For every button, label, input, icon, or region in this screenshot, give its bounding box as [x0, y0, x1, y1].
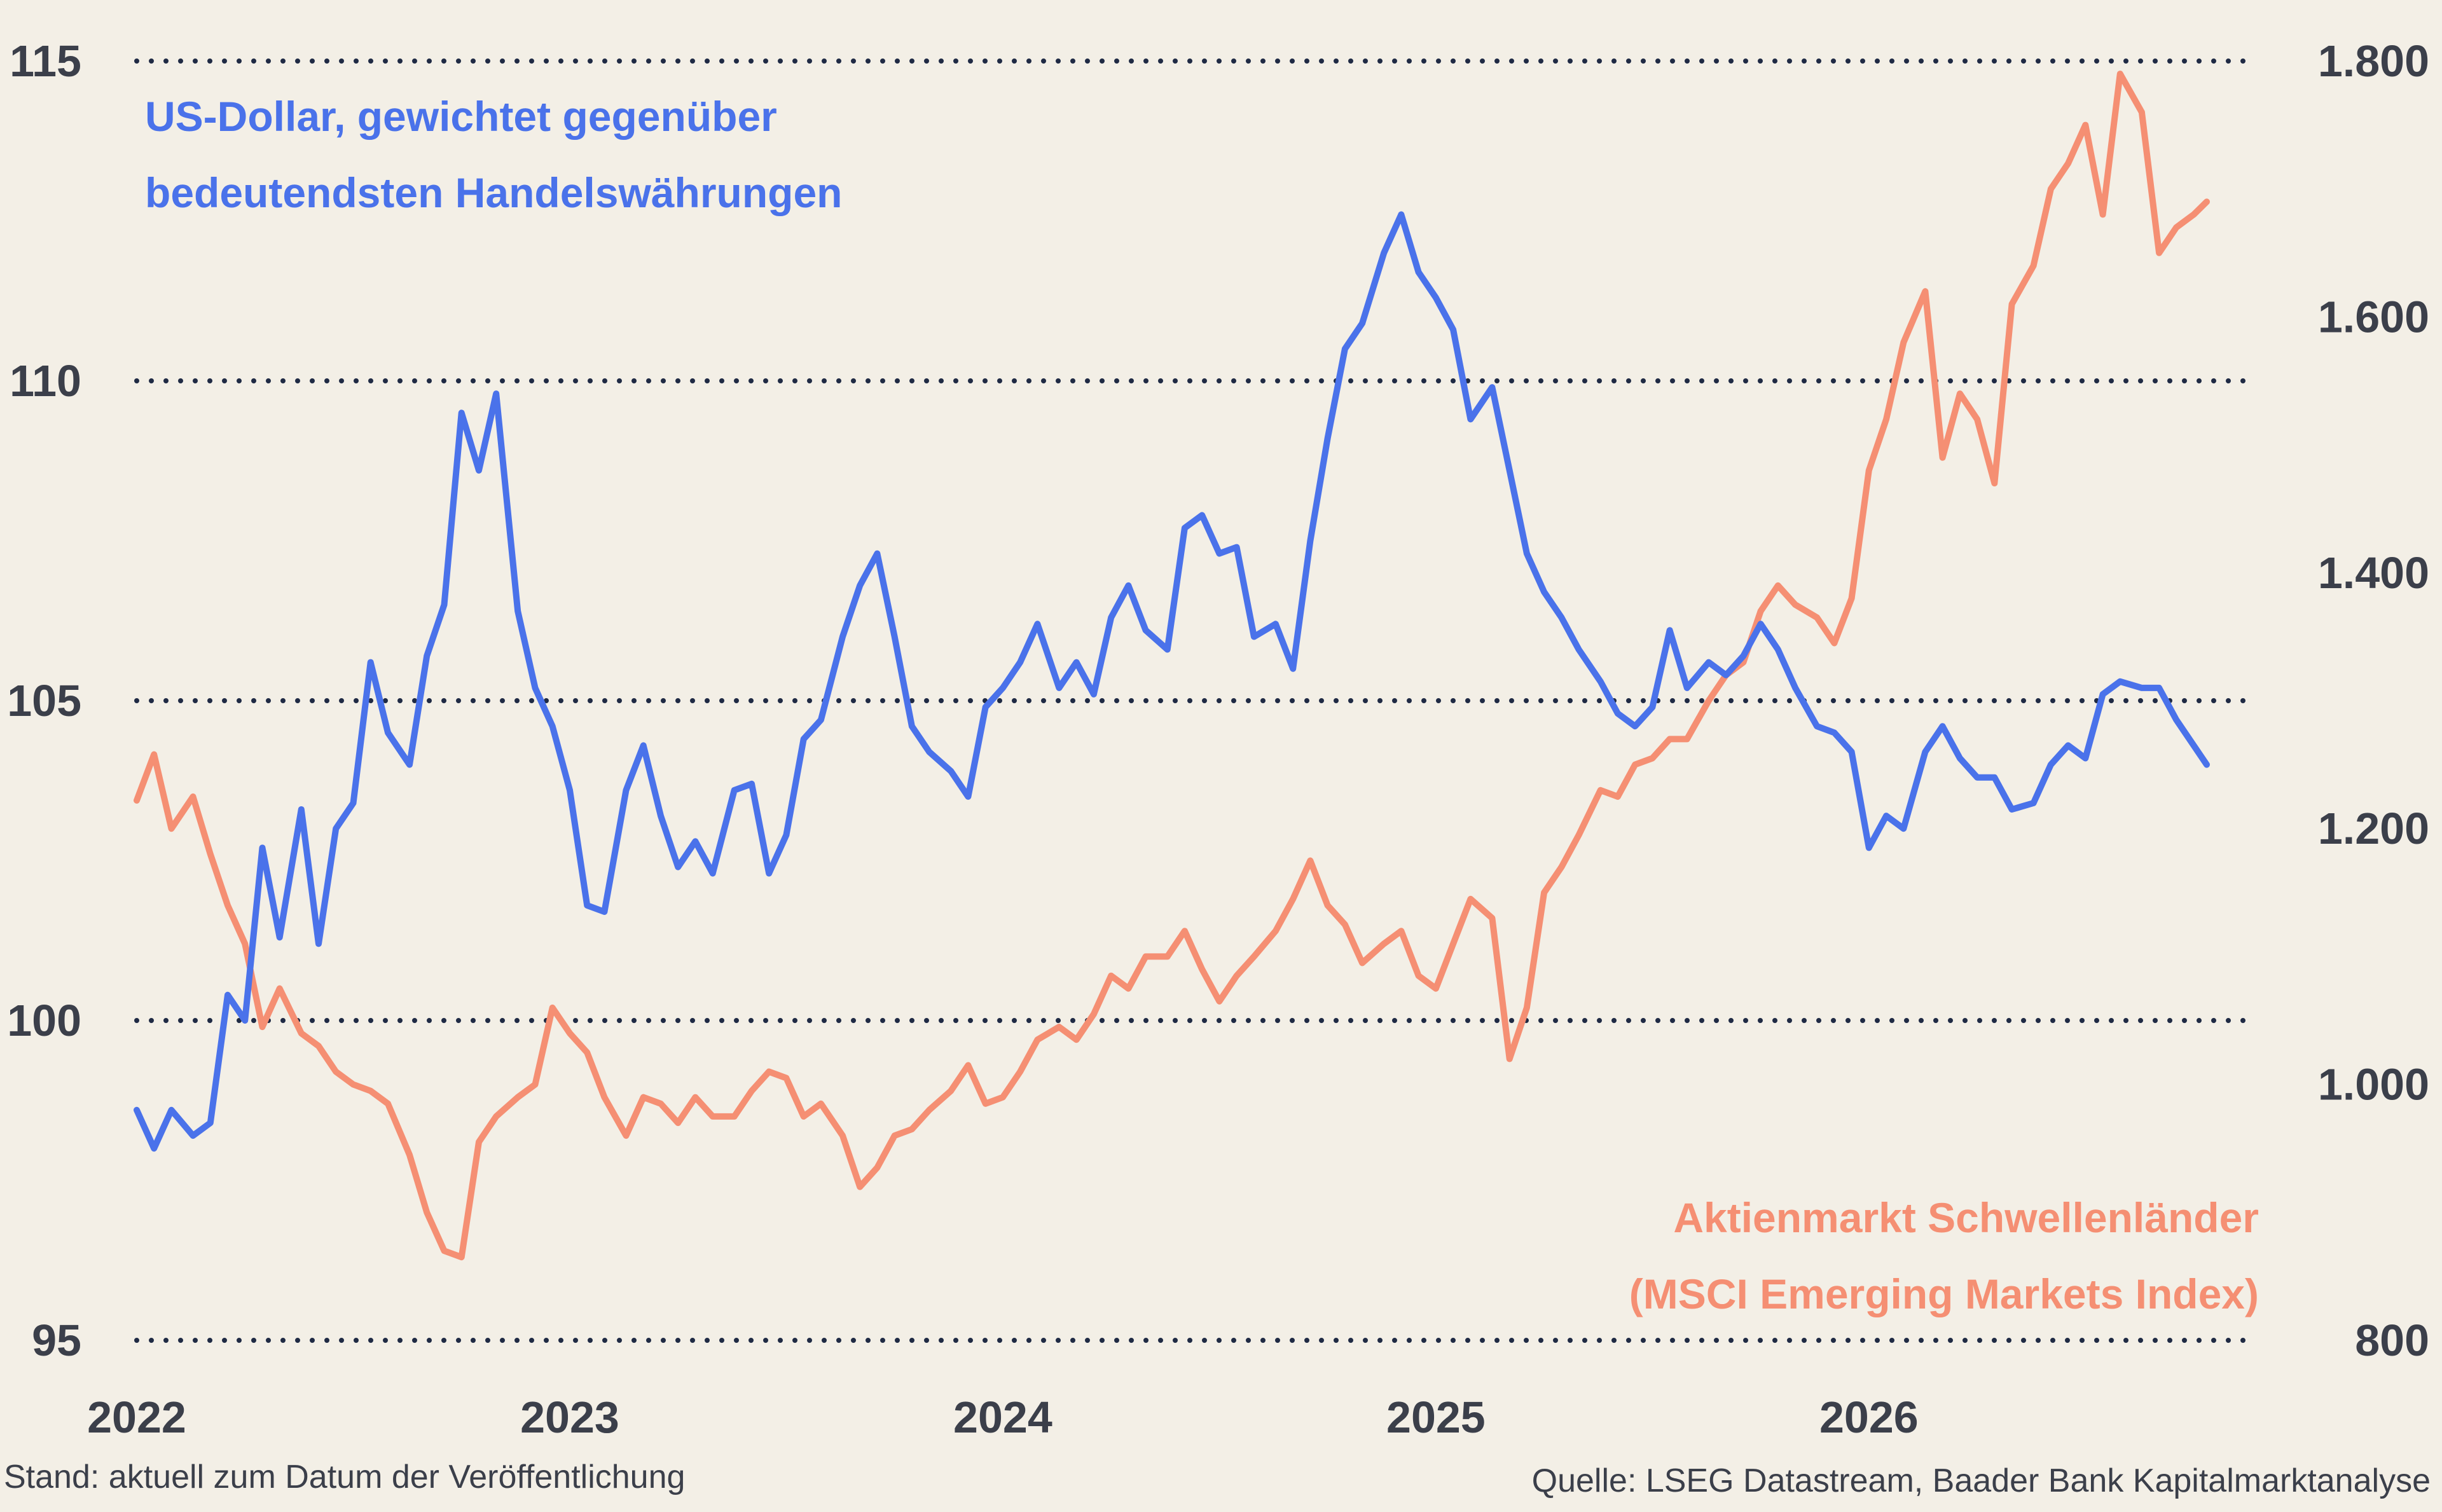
right-axis-tick-label: 1.400	[2318, 548, 2429, 598]
footer-note: Stand: aktuell zum Datum der Veröffentli…	[4, 1459, 685, 1495]
em-series-line	[134, 71, 2210, 1261]
right-axis-tick-label: 1.600	[2318, 292, 2429, 341]
series-layer	[134, 71, 2210, 1261]
x-axis-tick-label: 2024	[953, 1392, 1052, 1442]
right-axis-tick-label: 800	[2355, 1316, 2429, 1365]
x-axis-tick-label: 2025	[1386, 1392, 1486, 1442]
gridlines	[134, 58, 2257, 1343]
em-series-label-line2: (MSCI Emerging Markets Index)	[1629, 1270, 2259, 1317]
usd-series-label-line2: bedeutendsten Handelswährungen	[145, 169, 842, 216]
axes: 95 100 105 110 115 800 1.000 1.200 1.400 1.600 1.8…	[7, 36, 2429, 1442]
left-axis-tick-label: 115	[10, 36, 81, 86]
x-axis-tick-label: 2022	[87, 1392, 186, 1442]
right-axis-tick-label: 1.000	[2318, 1060, 2429, 1110]
footer-source: Quelle: LSEG Datastream, Baader Bank Kap…	[1532, 1462, 2431, 1499]
right-axis-tick-label: 1.800	[2318, 36, 2429, 86]
usd-series-line	[134, 211, 2210, 1152]
em-series-label-line1: Aktienmarkt Schwellenländer	[1673, 1194, 2259, 1241]
left-axis-tick-label: 100	[7, 996, 81, 1045]
left-axis-tick-label: 95	[32, 1316, 81, 1365]
x-axis-tick-label: 2026	[1819, 1392, 1919, 1442]
right-axis-tick-label: 1.200	[2318, 804, 2429, 853]
left-axis-tick-label: 105	[7, 676, 81, 725]
usd-series-label-line1: US-Dollar, gewichtet gegenüber	[145, 93, 777, 140]
left-axis-tick-label: 110	[10, 356, 81, 406]
x-axis-tick-label: 2023	[520, 1392, 619, 1442]
